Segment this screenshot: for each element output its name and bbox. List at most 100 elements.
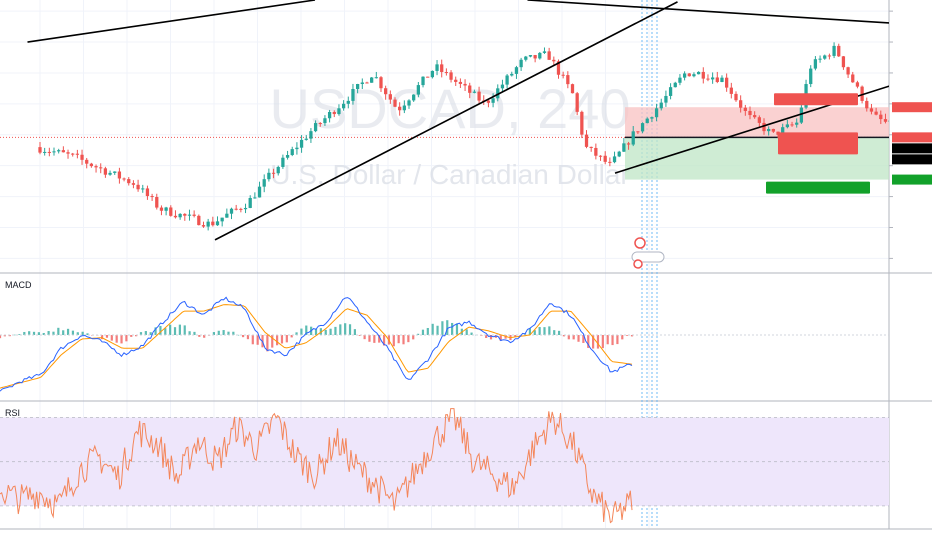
candle-body xyxy=(594,148,597,156)
macd-histogram-bar xyxy=(616,335,618,344)
macd-histogram-bar xyxy=(568,335,570,339)
macd-histogram-bar xyxy=(145,331,147,335)
candle-body xyxy=(552,60,555,61)
candle-body xyxy=(99,167,102,168)
candle-body xyxy=(356,84,359,89)
candle-body xyxy=(538,53,541,58)
candle-body xyxy=(678,78,681,83)
macd-histogram-bar xyxy=(548,326,550,335)
candle-body xyxy=(519,60,522,67)
macd-histogram-bar xyxy=(159,326,161,335)
candle-body xyxy=(249,198,252,208)
candle-body xyxy=(566,75,569,84)
macd-histogram-bar xyxy=(116,335,118,343)
candle-body xyxy=(903,127,906,131)
macd-histogram-bar xyxy=(38,332,40,335)
candle-body xyxy=(795,123,798,125)
candle-body xyxy=(828,55,831,56)
candle-body xyxy=(216,221,219,225)
event-markers[interactable] xyxy=(632,238,664,268)
macd-histogram-bar xyxy=(407,335,409,342)
macd-histogram-bar xyxy=(577,335,579,342)
candle-body xyxy=(118,172,121,179)
candle-body xyxy=(300,140,303,148)
macd-histogram-bar xyxy=(543,327,545,335)
candle-body xyxy=(837,46,840,56)
candle-body xyxy=(688,73,691,76)
candle-body xyxy=(767,129,770,131)
macd-histogram-bar xyxy=(539,327,541,335)
candle-body xyxy=(463,84,466,86)
event-flag-icon xyxy=(635,238,645,248)
macd-histogram-bar xyxy=(451,323,453,335)
candle-body xyxy=(66,152,69,153)
candle-body xyxy=(235,209,238,210)
trendline xyxy=(28,0,316,42)
candle-body xyxy=(702,72,705,79)
candle-body xyxy=(823,55,826,58)
macd-histogram-bar xyxy=(179,325,181,335)
candle-body xyxy=(281,158,284,167)
candle-body xyxy=(328,112,331,118)
candle-body xyxy=(193,215,196,216)
candle-body xyxy=(716,77,719,82)
candle-body xyxy=(351,89,354,101)
macd-histogram-bar xyxy=(184,325,186,335)
candle-body xyxy=(636,131,639,132)
macd-histogram-bar xyxy=(28,331,30,335)
candle-body xyxy=(398,107,401,111)
candle-body xyxy=(305,139,308,140)
candle-body xyxy=(790,124,793,125)
stop-label-bg xyxy=(774,93,858,105)
candle-body xyxy=(576,93,579,112)
candle-body xyxy=(660,103,663,109)
macd-histogram-bar xyxy=(422,330,424,335)
candle-body xyxy=(277,167,280,173)
candle-body xyxy=(491,98,494,102)
entry-price-badge-bg xyxy=(892,132,932,142)
candle-body xyxy=(90,164,93,166)
macd-histogram-bar xyxy=(276,335,278,345)
candle-body xyxy=(440,64,443,72)
candle-body xyxy=(48,152,51,153)
candle-body xyxy=(879,115,882,119)
candle-body xyxy=(127,179,130,183)
macd-histogram-bar xyxy=(339,324,341,335)
candle-body xyxy=(912,131,915,132)
macd-histogram-bar xyxy=(626,335,628,336)
candle-body xyxy=(267,173,270,179)
candle-body xyxy=(515,67,518,74)
candle-body xyxy=(323,118,326,123)
candle-body xyxy=(711,77,714,79)
candle-body xyxy=(183,214,186,216)
candle-body xyxy=(370,78,373,83)
macd-histogram-bar xyxy=(432,324,434,335)
candle-body xyxy=(870,108,873,111)
macd-histogram-bar xyxy=(368,335,370,342)
candle-body xyxy=(683,73,686,77)
rsi-plot xyxy=(0,409,889,523)
candle-body xyxy=(697,72,700,74)
candle-body xyxy=(239,209,242,210)
macd-histogram-bar xyxy=(223,330,225,335)
candle-body xyxy=(57,150,60,151)
candle-body xyxy=(622,143,625,151)
macd-histogram-bar xyxy=(218,331,220,335)
candle-body xyxy=(692,74,695,76)
macd-histogram-bar xyxy=(456,323,458,335)
macd-histogram-bar xyxy=(111,335,113,341)
candle-body xyxy=(669,87,672,96)
macd-histogram-bar xyxy=(558,331,560,335)
candle-body xyxy=(562,75,565,76)
candle-body xyxy=(244,208,247,209)
candle-body xyxy=(487,101,490,103)
macd-histogram-bar xyxy=(72,331,74,335)
candle-body xyxy=(529,55,532,57)
candle-body xyxy=(524,57,527,60)
candle-body xyxy=(150,196,153,197)
candle-body xyxy=(772,129,775,132)
macd-histogram-bar xyxy=(48,331,50,335)
candle-body xyxy=(426,77,429,78)
